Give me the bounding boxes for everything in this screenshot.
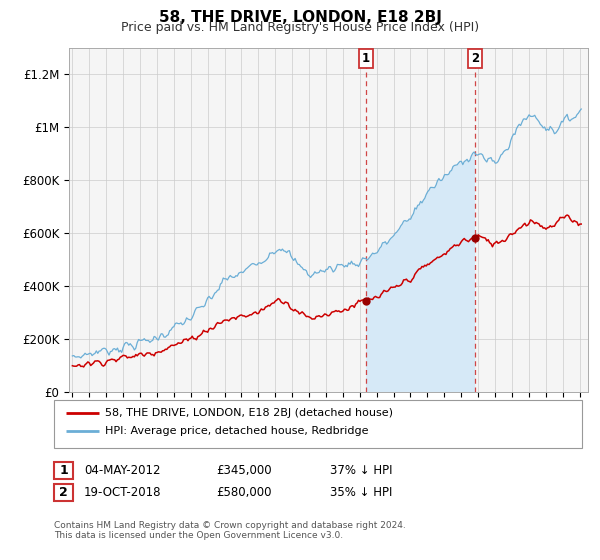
Text: 19-OCT-2018: 19-OCT-2018 bbox=[84, 486, 161, 500]
Text: 2: 2 bbox=[470, 52, 479, 65]
Text: 37% ↓ HPI: 37% ↓ HPI bbox=[330, 464, 392, 477]
Text: 58, THE DRIVE, LONDON, E18 2BJ (detached house): 58, THE DRIVE, LONDON, E18 2BJ (detached… bbox=[105, 408, 393, 418]
Text: HPI: Average price, detached house, Redbridge: HPI: Average price, detached house, Redb… bbox=[105, 426, 368, 436]
Text: Price paid vs. HM Land Registry's House Price Index (HPI): Price paid vs. HM Land Registry's House … bbox=[121, 21, 479, 34]
Text: 58, THE DRIVE, LONDON, E18 2BJ: 58, THE DRIVE, LONDON, E18 2BJ bbox=[158, 10, 442, 25]
Text: 04-MAY-2012: 04-MAY-2012 bbox=[84, 464, 161, 477]
Text: 35% ↓ HPI: 35% ↓ HPI bbox=[330, 486, 392, 500]
Text: Contains HM Land Registry data © Crown copyright and database right 2024.
This d: Contains HM Land Registry data © Crown c… bbox=[54, 521, 406, 540]
Text: £580,000: £580,000 bbox=[216, 486, 271, 500]
Text: 1: 1 bbox=[362, 52, 370, 65]
Text: £345,000: £345,000 bbox=[216, 464, 272, 477]
Text: 1: 1 bbox=[59, 464, 68, 477]
Text: 2: 2 bbox=[59, 486, 68, 500]
